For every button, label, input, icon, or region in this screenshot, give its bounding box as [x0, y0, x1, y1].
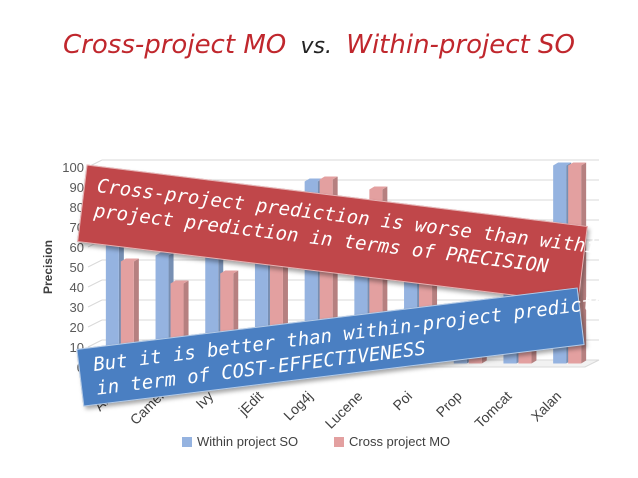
- y-tick-label: 20: [70, 320, 84, 335]
- y-tick-label: 90: [70, 180, 84, 195]
- x-tick-label: Log4j: [280, 388, 316, 424]
- gridline-side: [88, 300, 102, 307]
- y-tick-label: 30: [70, 300, 84, 315]
- y-tick-label: 40: [70, 280, 84, 295]
- legend-swatch: [334, 437, 344, 447]
- x-tick-label: Prop: [433, 388, 465, 420]
- x-tick-label: Xalan: [528, 388, 565, 425]
- x-tick-label: Tomcat: [471, 388, 514, 431]
- y-tick-label: 50: [70, 260, 84, 275]
- y-tick-label: 100: [62, 160, 84, 175]
- gridline-side: [88, 260, 102, 267]
- x-tick-label: Lucene: [322, 388, 366, 432]
- gridline-side: [88, 280, 102, 287]
- legend-swatch: [182, 437, 192, 447]
- gridline-side: [88, 320, 102, 327]
- legend-entry: Cross project MO: [349, 434, 450, 449]
- x-tick-label: Poi: [390, 388, 416, 414]
- legend-entry: Within project SO: [197, 434, 298, 449]
- y-axis-label: Precision: [41, 240, 55, 294]
- x-tick-label: jEdit: [235, 388, 266, 419]
